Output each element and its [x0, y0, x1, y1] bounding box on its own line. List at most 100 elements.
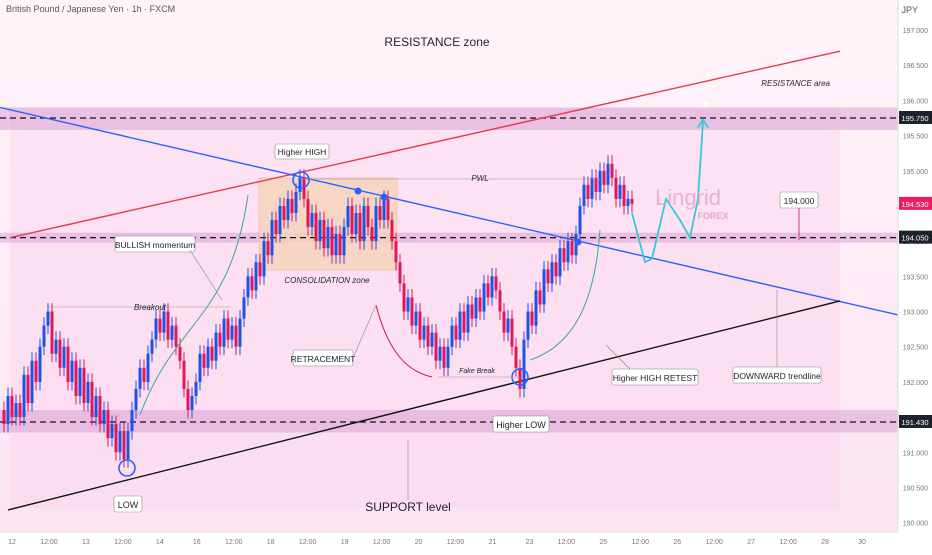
touch-dot — [354, 187, 362, 195]
candle-body — [34, 360, 38, 382]
x-tick-label: 26 — [673, 539, 681, 546]
candle-body — [618, 184, 622, 199]
candle-body — [566, 241, 570, 263]
candle-body — [202, 353, 206, 368]
pivot-circle — [118, 459, 136, 477]
retest-arrow — [529, 229, 601, 361]
x-tick-label: 12:00 — [779, 539, 797, 546]
bullish-box — [114, 235, 196, 253]
projection-arrowhead — [697, 117, 709, 128]
candle-body — [350, 205, 354, 235]
candle-body — [458, 311, 462, 340]
candle-body — [102, 410, 106, 425]
candle-body — [562, 248, 566, 263]
candle-body — [302, 177, 306, 199]
candle-body — [98, 395, 102, 425]
candle-body — [342, 227, 346, 256]
candle-body — [406, 297, 410, 312]
price-tag-label: 195.750 — [901, 114, 928, 123]
x-tick-label: 12:00 — [225, 539, 243, 546]
candle-body — [526, 311, 530, 340]
candle-body — [462, 311, 466, 333]
candle-body — [586, 184, 590, 199]
candle-body — [46, 311, 50, 326]
candle-body — [210, 346, 214, 361]
candle-body — [498, 290, 502, 312]
candle-body — [190, 395, 194, 411]
candle-body — [170, 325, 174, 340]
candle-body — [94, 395, 98, 418]
y-tick-label: 197.000 — [903, 28, 928, 35]
candle-body — [254, 262, 258, 291]
x-tick-label: 12:00 — [114, 539, 132, 546]
candle-body — [442, 346, 446, 368]
leader-line — [352, 304, 377, 359]
zone-resistance-area — [0, 107, 898, 130]
candle-body — [106, 410, 110, 439]
candle-body — [430, 332, 434, 347]
price-tag — [899, 111, 932, 124]
touch-dot — [380, 193, 388, 201]
candle-body — [150, 339, 154, 354]
retest-box — [611, 368, 699, 386]
candle-body — [110, 424, 114, 439]
x-tick-label: 12:00 — [373, 539, 391, 546]
candle-body — [294, 191, 298, 213]
candle-body — [570, 241, 574, 256]
candle-body — [30, 360, 34, 403]
candle-body — [446, 346, 450, 368]
candle-body — [54, 339, 58, 354]
downward-trendline-label: DOWNWARD trendline — [733, 371, 821, 381]
candle-body — [554, 262, 558, 277]
x-tick-label: 28 — [821, 539, 829, 546]
candle-body — [386, 198, 390, 221]
brand-logo-text: Lingrid — [655, 185, 721, 210]
candle-body — [494, 276, 498, 291]
channel-fill — [10, 108, 840, 508]
price-tag — [899, 230, 932, 244]
candle-body — [358, 213, 362, 242]
candle-body — [410, 297, 414, 326]
currency-label[interactable]: JPY — [901, 5, 918, 15]
candle-body — [122, 431, 126, 460]
x-tick-label: 12:00 — [299, 539, 317, 546]
x-tick-label: 12 — [8, 539, 16, 546]
candle-body — [450, 325, 454, 347]
candle-body — [286, 198, 290, 221]
time-axis-bg — [0, 532, 932, 550]
candle-body — [378, 205, 382, 221]
candle-body — [414, 311, 418, 326]
candle-body — [78, 367, 82, 396]
support-level-label: SUPPORT level — [365, 500, 451, 514]
candle-body — [114, 424, 118, 453]
low-label: LOW — [118, 500, 139, 510]
candle-body — [550, 262, 554, 284]
candle-body — [26, 374, 30, 403]
candle-body — [490, 276, 494, 298]
candle-body — [602, 170, 606, 185]
candle-body — [18, 403, 22, 418]
brand-logo-subtext: FOREX — [697, 211, 728, 221]
candle-body — [362, 205, 366, 242]
candle-body — [50, 311, 54, 354]
higher-high-retest-label: Higher HIGH RETEST — [613, 373, 698, 383]
candle-body — [178, 346, 182, 361]
pwl-label: PWL — [471, 174, 488, 183]
candle-body — [66, 346, 70, 382]
candle-body — [22, 374, 26, 418]
candle-body — [546, 269, 550, 284]
trendline-resistance-trendline — [9, 50, 841, 239]
candle-body — [278, 205, 282, 235]
candle-body — [298, 177, 302, 192]
higher-low-label: Higher LOW — [496, 420, 546, 430]
retracement-arrow — [375, 304, 433, 378]
candle-body — [186, 388, 190, 411]
x-tick-label: 13 — [82, 539, 90, 546]
x-tick-label: 12:00 — [705, 539, 723, 546]
candle-body — [158, 318, 162, 333]
candle-body — [606, 163, 610, 185]
x-tick-label: 20 — [415, 539, 423, 546]
candle-body — [90, 381, 94, 418]
